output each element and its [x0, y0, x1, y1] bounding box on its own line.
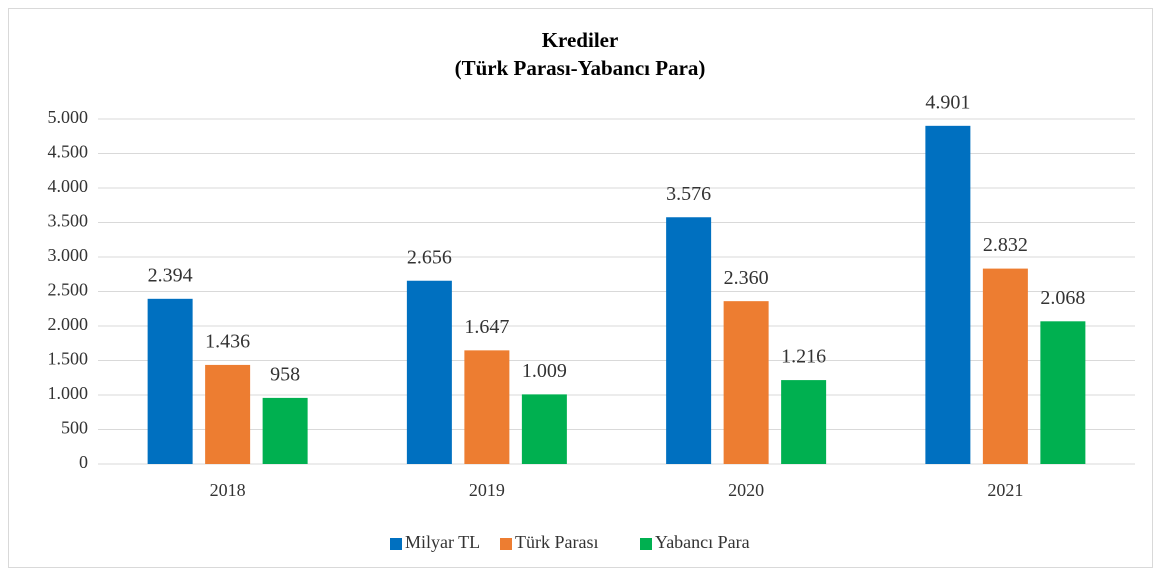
legend-swatch: [500, 538, 512, 550]
y-tick-label: 1.000: [48, 383, 89, 403]
bar: [723, 301, 769, 464]
y-tick-label: 500: [61, 418, 88, 438]
y-tick-label: 3.000: [48, 245, 89, 265]
y-tick-label: 0: [79, 452, 88, 472]
x-tick-label: 2020: [728, 480, 764, 500]
y-tick-label: 2.000: [48, 314, 89, 334]
bar: [406, 280, 452, 464]
legend-label: Türk Parası: [515, 532, 598, 552]
value-label: 2.360: [724, 267, 769, 289]
value-label: 2.394: [148, 264, 193, 286]
value-label: 1.647: [464, 316, 509, 338]
y-tick-label: 5.000: [48, 107, 89, 127]
chart-frame: [8, 8, 1153, 568]
chart-title: Krediler: [542, 28, 619, 52]
value-label: 2.656: [407, 246, 452, 268]
bar: [925, 125, 971, 465]
x-tick-label: 2018: [210, 480, 246, 500]
bar: [521, 394, 567, 464]
bar: [666, 217, 712, 464]
y-tick-label: 4.500: [48, 142, 89, 162]
bar: [982, 268, 1028, 464]
legend-swatch: [390, 538, 402, 550]
value-label: 958: [270, 363, 300, 385]
value-label: 1.436: [205, 331, 250, 353]
legend-label: Milyar TL: [405, 532, 480, 552]
bar: [262, 397, 308, 464]
value-label: 2.068: [1040, 287, 1085, 309]
bar: [781, 380, 827, 464]
bar: [464, 350, 510, 464]
value-label: 1.009: [522, 360, 567, 382]
legend-label: Yabancı Para: [655, 532, 750, 552]
value-label: 3.576: [666, 183, 711, 205]
x-tick-label: 2019: [469, 480, 505, 500]
x-tick-label: 2021: [987, 480, 1023, 500]
value-label: 4.901: [925, 91, 970, 113]
bar: [1040, 321, 1086, 464]
y-tick-label: 2.500: [48, 280, 89, 300]
legend-swatch: [640, 538, 652, 550]
y-tick-label: 4.000: [48, 176, 89, 196]
value-label: 2.832: [983, 234, 1028, 256]
y-tick-label: 1.500: [48, 349, 89, 369]
bar: [205, 364, 251, 464]
value-label: 1.216: [781, 346, 826, 368]
bar: [147, 298, 193, 464]
y-tick-label: 3.500: [48, 211, 89, 231]
chart-subtitle: (Türk Parası-Yabancı Para): [455, 56, 706, 80]
